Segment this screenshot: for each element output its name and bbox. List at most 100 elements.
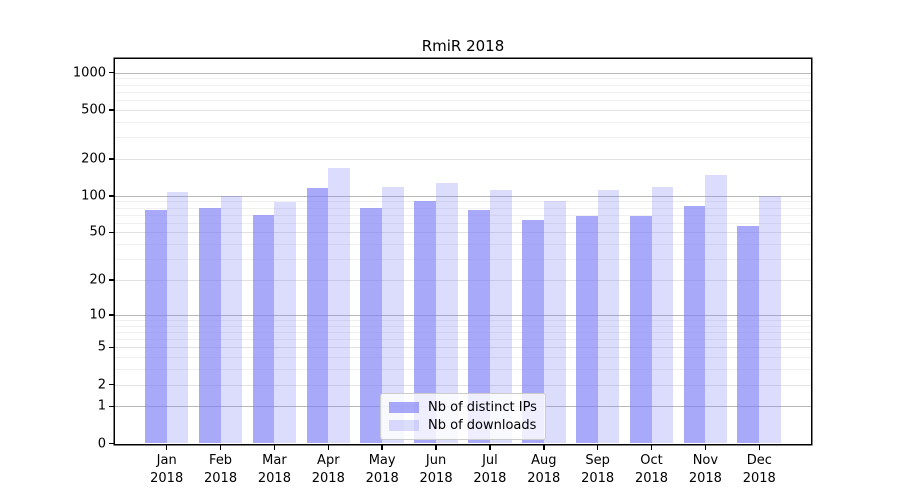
bar-mar-distinct-ips: [252, 214, 275, 444]
legend-swatch-distinct-ips: [389, 402, 419, 413]
minor-gridline-90: [115, 201, 811, 203]
y-tick-label-1000: 1000: [72, 65, 106, 81]
y-tick-label-20: 20: [89, 272, 106, 288]
bar-may-downloads: [382, 186, 404, 444]
minor-gridline-70: [115, 214, 811, 216]
bar-apr-distinct-ips: [306, 187, 329, 444]
y-tick-1000: [109, 71, 114, 74]
gridline-1000: [115, 72, 811, 74]
bar-jul-distinct-ips: [468, 209, 490, 444]
bar-nov-distinct-ips: [683, 206, 706, 444]
minor-gridline-3: [115, 369, 811, 371]
x-tick-label-jan: Jan 2018: [150, 452, 184, 486]
x-tick-label-nov: Nov 2018: [688, 452, 722, 486]
x-tick-mar: [273, 444, 276, 450]
minor-gridline-9: [115, 319, 811, 321]
x-tick-label-sep: Sep 2018: [581, 452, 615, 486]
x-tick-jul: [489, 444, 491, 450]
y-tick-20: [109, 279, 114, 281]
gridline-2: [115, 384, 811, 386]
bar-jun-distinct-ips: [414, 201, 437, 444]
x-tick-label-oct: Oct 2018: [634, 452, 669, 486]
x-tick-label-jul: Jul 2018: [473, 452, 507, 486]
x-tick-jun: [435, 444, 437, 450]
bar-sep-downloads: [597, 189, 620, 444]
y-tick-200: [109, 158, 114, 160]
minor-gridline-600: [115, 100, 811, 102]
minor-gridline-400: [115, 121, 811, 123]
x-tick-apr: [327, 444, 330, 450]
x-tick-label-apr: Apr 2018: [311, 452, 345, 486]
minor-gridline-7: [115, 331, 811, 333]
x-tick-jan: [165, 444, 168, 450]
x-tick-oct: [650, 444, 653, 450]
y-tick-label-5: 5: [97, 339, 106, 355]
legend: Nb of distinct IPs Nb of downloads: [380, 393, 546, 440]
gridline-10: [115, 314, 811, 316]
y-tick-label-500: 500: [81, 102, 106, 118]
minor-gridline-300: [115, 137, 811, 139]
bar-may-distinct-ips: [360, 207, 383, 444]
bar-oct-downloads: [651, 187, 674, 444]
bar-aug-downloads: [543, 200, 566, 444]
plot-area: [115, 59, 811, 444]
legend-item-downloads: Nb of downloads: [389, 418, 537, 433]
gridline-100: [115, 195, 811, 197]
x-tick-label-may: May 2018: [365, 452, 399, 486]
minor-gridline-4: [115, 357, 811, 359]
x-tick-aug: [543, 444, 545, 450]
y-tick-500: [109, 109, 114, 111]
gridline-5: [115, 347, 811, 349]
minor-gridline-8: [115, 325, 811, 327]
x-tick-label-feb: Feb 2018: [204, 452, 238, 486]
y-tick-100: [109, 195, 114, 197]
y-tick-5: [109, 346, 114, 349]
y-tick-label-0: 0: [97, 436, 106, 451]
legend-item-distinct-ips: Nb of distinct IPs: [389, 400, 537, 415]
x-tick-label-aug: Aug 2018: [527, 452, 561, 486]
minor-gridline-40: [115, 244, 811, 246]
minor-gridline-30: [115, 259, 811, 261]
y-tick-0: [109, 442, 114, 445]
chart-title: RmiR 2018: [421, 37, 505, 55]
bar-apr-downloads: [328, 167, 351, 444]
bar-feb-downloads: [220, 195, 243, 444]
minor-gridline-900: [115, 78, 811, 80]
bar-feb-distinct-ips: [198, 207, 221, 444]
bar-jul-downloads: [489, 189, 512, 444]
legend-label-distinct-ips: Nb of distinct IPs: [428, 400, 537, 415]
minor-gridline-60: [115, 222, 811, 224]
y-tick-label-50: 50: [89, 224, 106, 240]
y-tick-label-2: 2: [97, 377, 106, 393]
bar-aug-distinct-ips: [521, 220, 544, 444]
bar-nov-downloads: [705, 174, 728, 444]
x-tick-label-jun: Jun 2018: [419, 452, 453, 486]
x-tick-dec: [758, 444, 761, 450]
legend-label-downloads: Nb of downloads: [428, 418, 537, 433]
bar-sep-distinct-ips: [575, 216, 598, 444]
legend-swatch-downloads: [389, 420, 419, 431]
x-tick-may: [381, 444, 383, 450]
y-tick-label-10: 10: [89, 307, 106, 323]
minor-gridline-6: [115, 339, 811, 341]
gridline-500: [115, 109, 811, 111]
y-tick-10: [109, 314, 114, 316]
minor-gridline-800: [115, 84, 811, 86]
x-tick-label-mar: Mar 2018: [257, 452, 291, 486]
gridline-20: [115, 280, 811, 282]
bar-jan-distinct-ips: [144, 209, 167, 444]
bar-jun-downloads: [436, 183, 458, 444]
gridline-50: [115, 232, 811, 234]
bar-jan-downloads: [166, 191, 189, 444]
y-tick-label-200: 200: [81, 151, 106, 167]
y-tick-label-1: 1: [97, 398, 106, 414]
x-tick-label-dec: Dec 2018: [742, 452, 776, 486]
bar-dec-distinct-ips: [737, 225, 760, 444]
bar-dec-downloads: [759, 196, 782, 444]
x-tick-feb: [219, 444, 222, 450]
x-tick-sep: [596, 444, 599, 450]
minor-gridline-700: [115, 91, 811, 93]
y-tick-50: [109, 231, 114, 234]
x-tick-nov: [704, 444, 707, 450]
